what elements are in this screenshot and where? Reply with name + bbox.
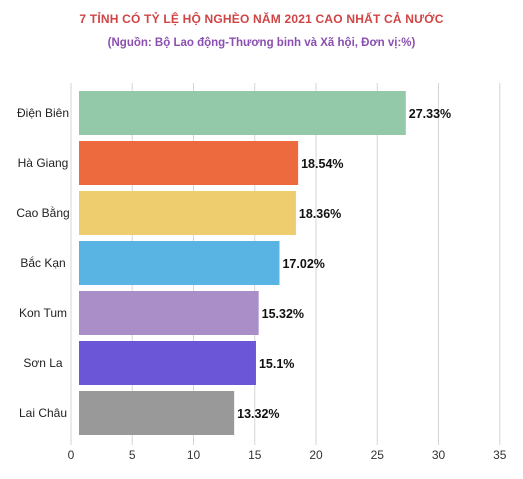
value-label: 15.1% <box>259 357 294 371</box>
bar <box>79 91 406 135</box>
bar <box>79 241 280 285</box>
value-label: 15.32% <box>262 307 304 321</box>
category-label: Cao Bằng <box>16 205 69 220</box>
x-tick-label: 35 <box>493 448 507 462</box>
value-label: 18.36% <box>299 207 341 221</box>
value-label: 17.02% <box>282 257 324 271</box>
category-label: Hà Giang <box>18 156 69 170</box>
chart-subtitle: (Nguồn: Bộ Lao động-Thương binh và Xã hộ… <box>107 37 416 49</box>
category-label: Kon Tum <box>19 306 67 320</box>
category-label: Điện Biên <box>17 106 69 120</box>
chart-title: 7 TỈNH CÓ TỶ LỆ HỘ NGHÈO NĂM 2021 CAO NH… <box>79 12 444 26</box>
x-tick-label: 10 <box>187 448 201 462</box>
bar <box>79 191 296 235</box>
x-tick-label: 25 <box>371 448 385 462</box>
category-label: Lai Châu <box>19 406 67 420</box>
bars <box>79 91 406 435</box>
value-label: 18.54% <box>301 157 343 171</box>
x-tick-label: 20 <box>309 448 323 462</box>
value-label: 27.33% <box>409 107 451 121</box>
bar <box>79 341 256 385</box>
bar <box>79 141 299 185</box>
category-label: Sơn La <box>23 356 63 370</box>
x-tick-label: 0 <box>68 448 75 462</box>
x-tick-label: 15 <box>248 448 262 462</box>
x-tick-label: 30 <box>432 448 446 462</box>
value-label: 13.32% <box>237 407 279 421</box>
x-tick-label: 5 <box>129 448 136 462</box>
bar <box>79 391 235 435</box>
bar <box>79 291 259 335</box>
labels: 0 5 10 15 20 25 30 35 Điện Biên 27.33% Hà Giang 18.… <box>16 106 506 462</box>
category-label: Bắc Kạn <box>20 255 65 270</box>
